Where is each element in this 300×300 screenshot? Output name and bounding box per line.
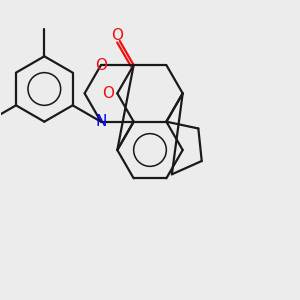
Text: O: O — [102, 86, 114, 101]
Text: O: O — [111, 28, 123, 43]
Text: N: N — [95, 114, 106, 129]
Text: O: O — [95, 58, 107, 73]
